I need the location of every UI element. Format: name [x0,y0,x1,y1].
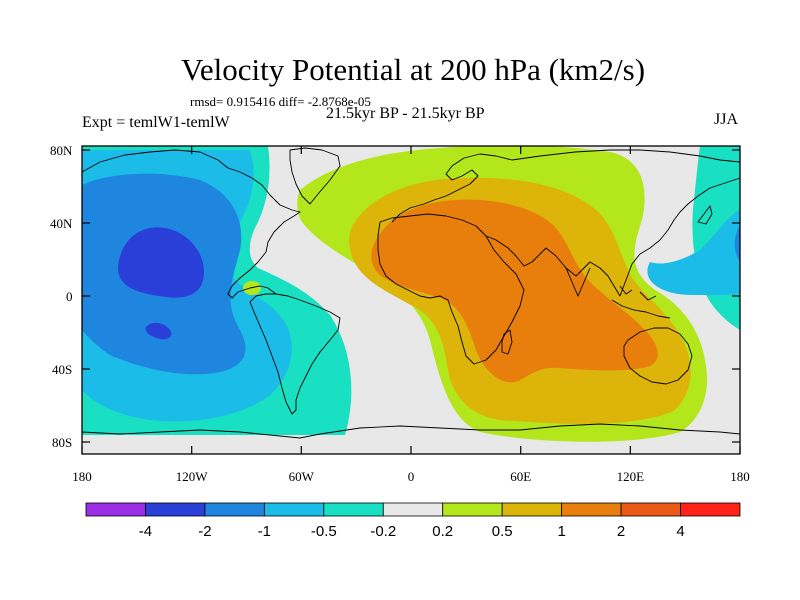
australia-coast [623,327,693,385]
lon-label-0: 0 [408,469,415,484]
colorbar-swatch [680,502,741,517]
lat-label-40n: 40N [50,216,73,231]
colorbar-label: 0.2 [432,523,453,540]
lon-label-120e: 120E [617,469,645,484]
lat-label-0: 0 [66,289,73,304]
south-america-coast [249,293,341,415]
colorbar-label: 4 [676,523,684,540]
pacific-contour-minus-2 [118,227,204,298]
colorbar-label: 1 [557,523,565,540]
colorbar-swatch [501,502,563,517]
colorbar-label: -1 [258,523,271,540]
lon-label-60e: 60E [510,469,531,484]
greenland-coast [289,147,341,205]
colorbar-swatch [204,502,265,517]
colorbar-label: 0.5 [492,523,513,540]
colorbar-swatch [263,502,325,517]
lat-label-80n: 80N [50,143,73,158]
north-america-coast [82,149,301,299]
lon-label-180e: 180 [730,469,750,484]
colorbar-swatch [323,502,384,517]
colorbar-label: -0.2 [370,523,396,540]
pacific-contour-minus-2-small [145,322,172,340]
colorbar-label: 2 [617,523,625,540]
lat-label-40s: 40S [52,362,72,377]
colorbar-swatch [620,502,681,517]
colorbar-label: -0.5 [311,523,337,540]
west-pacific-contour-minus-0.5 [647,210,740,295]
colorbar-swatch [85,502,146,517]
asia-coast [511,149,740,297]
madagascar-coast [501,329,513,355]
lon-label-120w: 120W [176,469,209,484]
colorbar-swatch [382,502,444,517]
lat-label-80s: 80S [52,435,72,450]
colorbar-label: -2 [198,523,211,540]
contour-field [82,146,740,454]
maritime-continent-coast [611,285,671,319]
japan-coast [697,205,713,225]
colorbar-swatch [145,502,206,517]
lon-label-180w: 180 [72,469,92,484]
india-coast [565,267,591,297]
west-pacific-contour-minus-1 [734,225,740,262]
arabia-coast [485,235,547,267]
africa-coast [377,213,525,365]
plot-title: Velocity Potential at 200 hPa (km2/s) [180,52,646,87]
lon-label-60w: 60W [289,469,315,484]
antarctica-coast [82,423,740,439]
colorbar-swatch [561,502,622,517]
eastern-contour-plus-1 [371,199,658,383]
experiment-label: Expt = temlW1-temlW [82,114,230,131]
lon-ticks [81,146,741,454]
season-label: JJA [714,111,739,128]
stats-text: rmsd= 0.915416 diff= -2.8768e-05 [190,94,371,109]
lat-ticks [82,149,740,443]
coastlines [82,147,740,439]
europe-coast [391,153,513,223]
colorbar-label: -4 [139,523,152,540]
subtitle: 21.5kyr BP - 21.5kyr BP [326,105,485,122]
colorbar-swatch [442,502,503,517]
colorbar: -4 -2 -1 -0.5 -0.2 0.2 0.5 1 2 4 [85,502,741,540]
